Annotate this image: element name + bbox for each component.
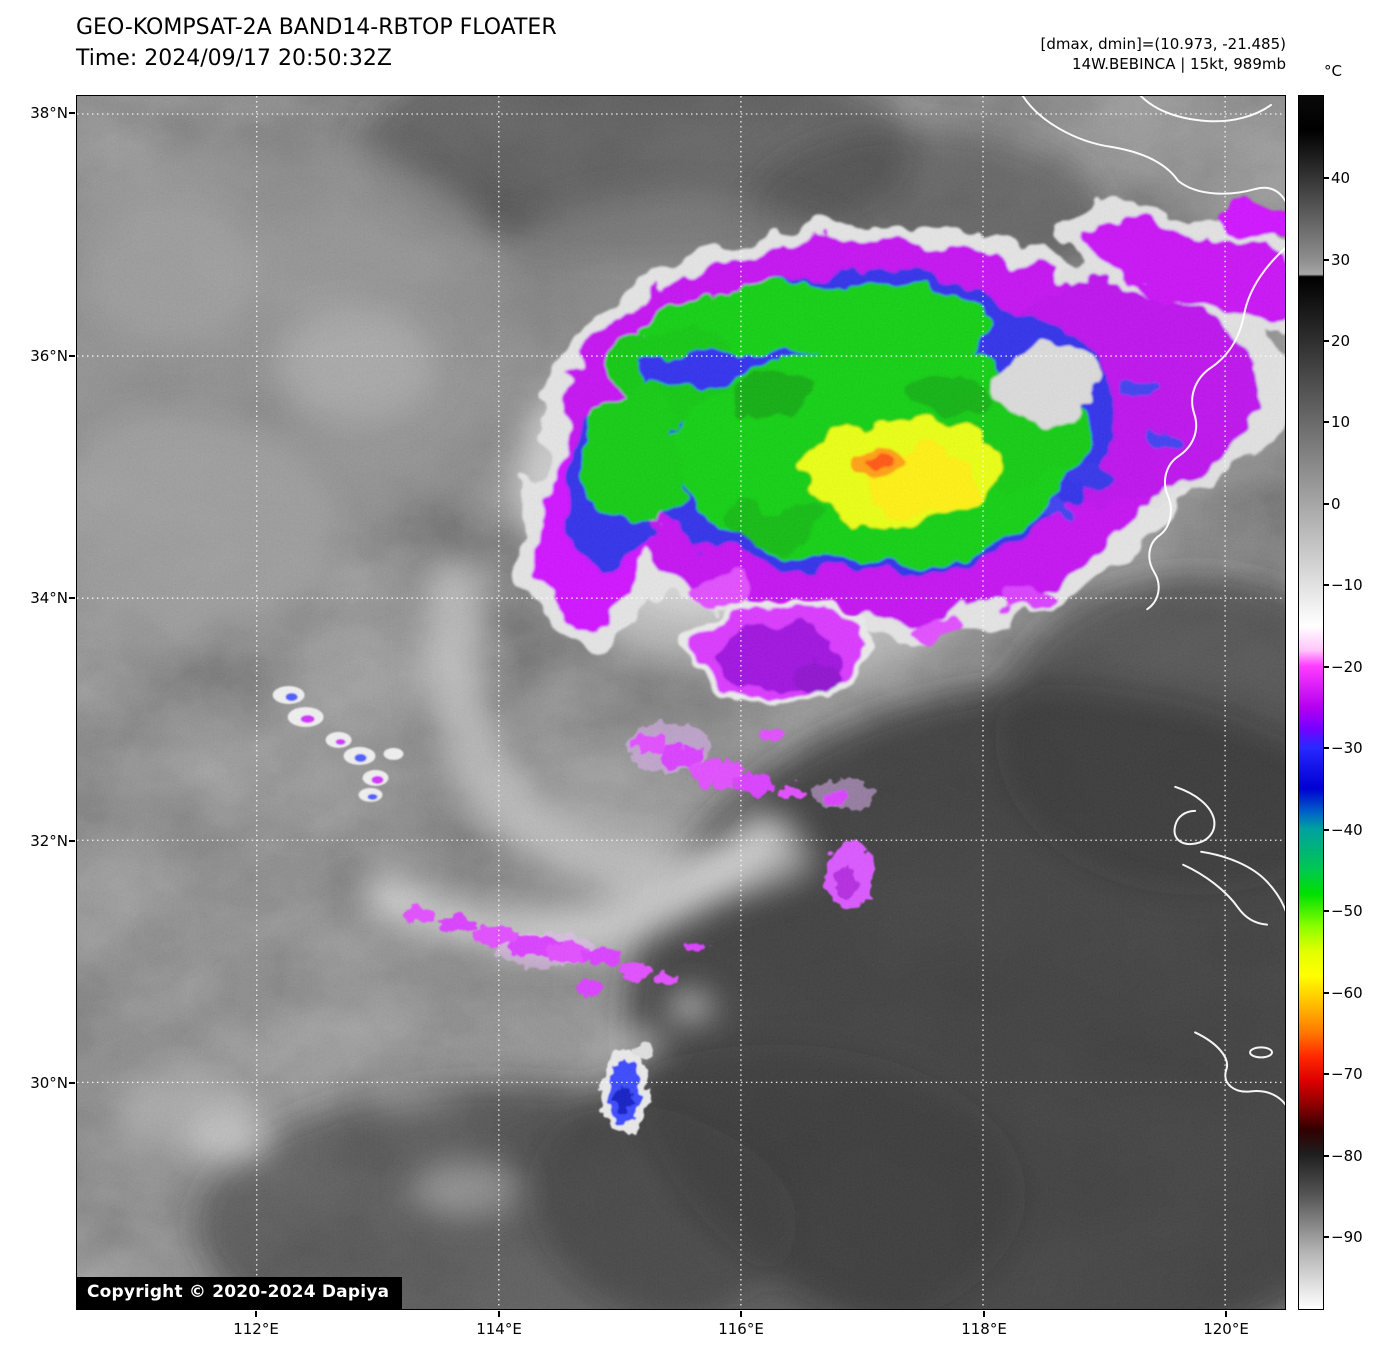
lon-tick-mark (983, 1311, 985, 1317)
grid-lines (77, 96, 1285, 1309)
colorbar-tick-mark (1324, 829, 1329, 831)
lat-axis-label: 36°N (30, 347, 68, 365)
colorbar-tick-mark (1324, 421, 1329, 423)
colorbar-tick-label: 0 (1331, 495, 1341, 513)
colorbar-tick-mark (1324, 1073, 1329, 1075)
colorbar-tick-mark (1324, 1155, 1329, 1157)
colorbar-tick-mark (1324, 503, 1329, 505)
colorbar-tick-mark (1324, 992, 1329, 994)
colorbar-tick-label: 10 (1331, 413, 1351, 431)
colorbar-tick-mark (1324, 910, 1329, 912)
lat-axis-label: 38°N (30, 104, 68, 122)
timestamp: Time: 2024/09/17 20:50:32Z (76, 46, 392, 71)
colorbar-tick-label: −90 (1331, 1228, 1363, 1246)
satellite-image (77, 96, 1285, 1309)
colorbar-tick-label: 30 (1331, 251, 1351, 269)
page-title: GEO-KOMPSAT-2A BAND14-RBTOP FLOATER (76, 15, 557, 40)
header: GEO-KOMPSAT-2A BAND14-RBTOP FLOATER Time… (76, 12, 557, 74)
colorbar-tick-label: 40 (1331, 169, 1351, 187)
colorbar-tick-label: −30 (1331, 739, 1363, 757)
satellite-map: Copyright © 2020-2024 Dapiya (76, 95, 1286, 1310)
dmax-dmin-readout: [dmax, dmin]=(10.973, -21.485) (1040, 35, 1286, 53)
lon-tick-mark (255, 1311, 257, 1317)
storm-id-readout: 14W.BEBINCA | 15kt, 989mb (1072, 55, 1286, 73)
colorbar (1298, 95, 1324, 1310)
lat-tick-mark (69, 597, 75, 599)
colorbar-tick-label: −70 (1331, 1065, 1363, 1083)
colorbar-unit-label: °C (1324, 62, 1342, 80)
lat-tick-mark (69, 840, 75, 842)
lon-tick-mark (740, 1311, 742, 1317)
lat-axis-label: 30°N (30, 1074, 68, 1092)
colorbar-tick-mark (1324, 340, 1329, 342)
lon-axis-label: 118°E (961, 1320, 1007, 1338)
colorbar-tick-mark (1324, 177, 1329, 179)
lat-axis-label: 34°N (30, 589, 68, 607)
colorbar-tick-label: −40 (1331, 821, 1363, 839)
copyright-banner: Copyright © 2020-2024 Dapiya (77, 1277, 403, 1309)
lat-axis-label: 32°N (30, 832, 68, 850)
colorbar-tick-label: 20 (1331, 332, 1351, 350)
noise-overlay (77, 96, 1285, 1309)
colorbar-tick-label: −20 (1331, 658, 1363, 676)
colorbar-tick-label: −50 (1331, 902, 1363, 920)
colorbar-tick-mark (1324, 584, 1329, 586)
lon-axis-label: 120°E (1203, 1320, 1249, 1338)
coastlines (1021, 96, 1285, 1106)
colorbar-tick-label: −10 (1331, 576, 1363, 594)
lon-axis-label: 112°E (233, 1320, 279, 1338)
colorbar-tick-mark (1324, 666, 1329, 668)
colorbar-tick-label: −80 (1331, 1147, 1363, 1165)
lon-axis-label: 116°E (718, 1320, 764, 1338)
lat-tick-mark (69, 355, 75, 357)
lat-tick-mark (69, 1082, 75, 1084)
colorbar-tick-mark (1324, 747, 1329, 749)
lon-tick-mark (1225, 1311, 1227, 1317)
colorbar-tick-mark (1324, 1236, 1329, 1238)
lat-tick-mark (69, 112, 75, 114)
colorbar-tick-mark (1324, 259, 1329, 261)
lon-tick-mark (498, 1311, 500, 1317)
colorbar-tick-label: −60 (1331, 984, 1363, 1002)
header-right: [dmax, dmin]=(10.973, -21.485) 14W.BEBIN… (1041, 34, 1286, 74)
lon-axis-label: 114°E (476, 1320, 522, 1338)
